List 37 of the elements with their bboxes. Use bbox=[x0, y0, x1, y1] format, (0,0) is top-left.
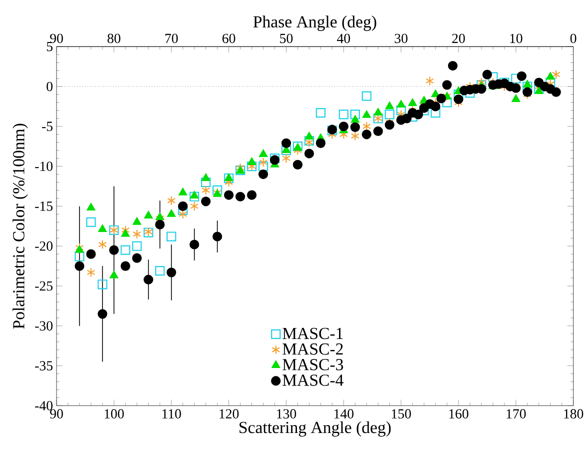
x-tick-label: 130 bbox=[277, 409, 296, 418]
y-tick-label: -20 bbox=[35, 241, 53, 251]
x2-tick-label: 20 bbox=[452, 34, 465, 43]
x2-axis-title: Phase Angle (deg) bbox=[253, 16, 376, 31]
x2-tick-label: 30 bbox=[394, 34, 408, 43]
x-axis-title: Scattering Angle (deg) bbox=[240, 421, 391, 436]
x-tick-label: 170 bbox=[506, 409, 526, 418]
x-tick-label: 100 bbox=[104, 409, 124, 418]
y-tick-label: -5 bbox=[42, 122, 53, 131]
x-tick-label: 180 bbox=[564, 409, 584, 418]
y-axis-title: Polarimetric Color (%/100nm) bbox=[12, 124, 28, 329]
y-tick-label: 5 bbox=[46, 42, 53, 52]
y-tick-label: -25 bbox=[35, 281, 53, 290]
y-tick-label: -35 bbox=[35, 360, 53, 370]
x2-tick-label: 60 bbox=[222, 34, 236, 43]
x2-tick-label: 80 bbox=[108, 34, 120, 43]
legend-label: MASC-4 bbox=[282, 374, 344, 386]
x2-tick-label: 40 bbox=[336, 34, 350, 43]
y-tick-label: -10 bbox=[35, 161, 53, 171]
y-tick-label: -40 bbox=[35, 400, 53, 410]
legend-label: MASC-2 bbox=[282, 343, 343, 355]
x-tick-label: 150 bbox=[392, 409, 411, 418]
y-tick-label: -15 bbox=[35, 201, 53, 211]
y-tick-label: -30 bbox=[35, 321, 53, 330]
x-tick-label: 110 bbox=[162, 409, 181, 418]
x2-tick-label: 90 bbox=[50, 34, 63, 43]
x-tick-label: 140 bbox=[334, 409, 354, 418]
x2-tick-label: 70 bbox=[165, 34, 178, 43]
x2-tick-label: 50 bbox=[280, 34, 293, 43]
legend-label: MASC-3 bbox=[282, 358, 344, 370]
legend-label: MASC-1 bbox=[282, 328, 343, 340]
y-tick-label: 0 bbox=[46, 82, 53, 92]
x2-tick-label: 0 bbox=[570, 34, 576, 43]
x-tick-label: 120 bbox=[220, 409, 239, 418]
x2-tick-label: 10 bbox=[510, 34, 522, 43]
x-tick-label: 90 bbox=[50, 409, 63, 418]
x-tick-label: 160 bbox=[449, 409, 468, 418]
